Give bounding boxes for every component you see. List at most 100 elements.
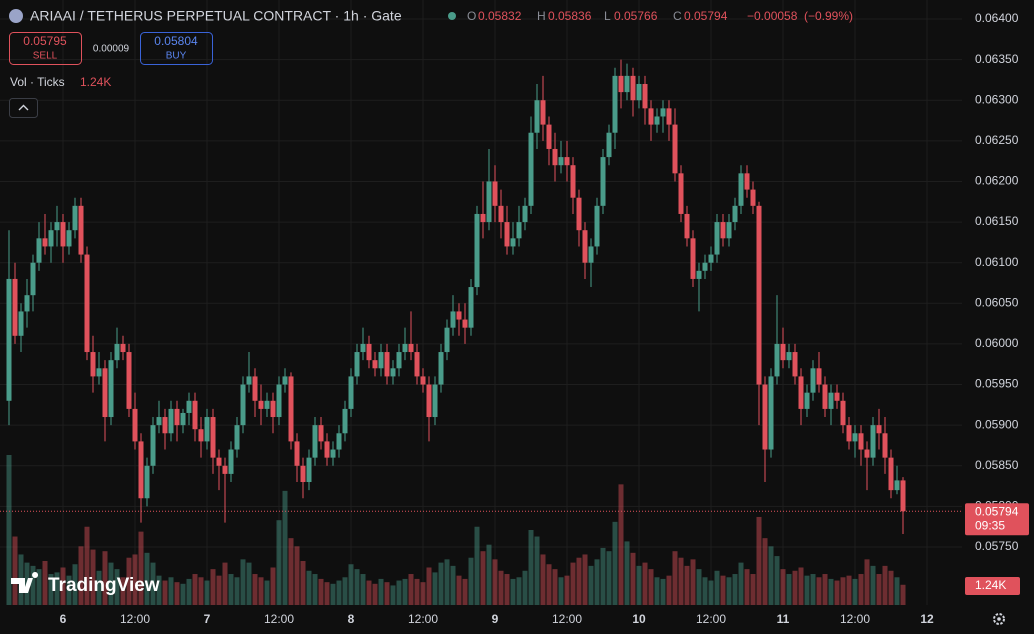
volume-bar <box>222 562 228 605</box>
candle-body <box>144 465 150 499</box>
candle-body <box>60 222 66 247</box>
y-tick-label: 0.06100 <box>975 255 1019 269</box>
volume-bar <box>282 490 288 605</box>
candle-body <box>768 376 774 450</box>
candle-body <box>822 384 828 409</box>
candle-body <box>384 352 390 377</box>
volume-bar <box>834 580 840 605</box>
candle-body <box>738 173 744 206</box>
legend-label: C <box>673 9 682 23</box>
x-tick-label: 12 <box>920 612 934 626</box>
candle-body <box>546 124 552 149</box>
candle-body <box>300 465 306 483</box>
header: ARIAAI / TETHERUS PERPETUAL CONTRACT · 1… <box>9 8 853 118</box>
y-tick-label: 0.06250 <box>975 133 1019 147</box>
volume-bar <box>510 578 516 605</box>
change: −0.00058 <box>747 9 798 23</box>
candle-body <box>660 108 666 117</box>
volume-bar <box>582 554 588 605</box>
x-tick-label: 7 <box>204 612 211 626</box>
volume-bar <box>486 544 492 605</box>
candle-body <box>792 352 798 377</box>
candle-body <box>174 408 180 426</box>
candle-body <box>570 165 576 198</box>
candle-body <box>480 213 486 223</box>
collapse-button[interactable] <box>9 98 38 118</box>
candle-body <box>606 132 612 158</box>
volume-bar <box>390 585 396 605</box>
candle-body <box>612 75 618 133</box>
legend-value: 0.05836 <box>548 9 592 23</box>
sell-button[interactable] <box>9 32 82 65</box>
volume-bar <box>12 536 18 605</box>
candle-body <box>12 278 18 336</box>
watermark: TradingView <box>11 572 160 596</box>
volume-bar <box>846 575 852 605</box>
volume-bar <box>444 559 450 605</box>
candle-body <box>852 433 858 442</box>
volume-bar <box>168 577 174 605</box>
volume-bar <box>294 546 300 605</box>
volume-bar <box>276 520 282 605</box>
volume-bar <box>702 577 708 605</box>
volume-bar <box>318 578 324 605</box>
x-tick-label: 9 <box>492 612 499 626</box>
volume-bar <box>102 551 108 605</box>
x-tick-label: 6 <box>60 612 67 626</box>
candle-body <box>540 100 546 125</box>
volume-bar <box>576 557 582 605</box>
candle-body <box>18 311 24 336</box>
x-tick-label: 12:00 <box>840 612 870 626</box>
candle-body <box>6 278 12 401</box>
candle-body <box>588 246 594 263</box>
volume-bar <box>78 546 84 605</box>
candle-body <box>30 262 36 296</box>
volume-bar <box>270 567 276 605</box>
volume-bar <box>420 582 426 605</box>
settings-icon[interactable] <box>993 613 1005 625</box>
volume-bar <box>870 565 876 605</box>
volume-bar <box>504 574 510 605</box>
candle-body <box>732 205 738 223</box>
buy-button[interactable] <box>140 32 213 65</box>
settings[interactable] <box>993 613 1005 625</box>
volume-bar <box>414 578 420 605</box>
y-tick-label: 0.06200 <box>975 174 1019 188</box>
volume-bar <box>438 562 444 605</box>
volume-bar <box>342 577 348 605</box>
volume-bar <box>690 559 696 605</box>
candle-body <box>408 343 414 353</box>
y-tick-label: 0.06400 <box>975 11 1019 25</box>
candle-body <box>672 124 678 174</box>
volume-bar <box>672 551 678 605</box>
volume-bar <box>66 575 72 605</box>
candle-body <box>648 108 654 125</box>
volume-bar <box>228 574 234 605</box>
candle-body <box>198 429 204 442</box>
volume-bar <box>720 575 726 605</box>
volume-value: 1.24K <box>80 75 111 89</box>
candle-body <box>492 181 498 206</box>
volume-bar <box>714 570 720 605</box>
volume-bar <box>474 526 480 605</box>
candle-body <box>816 368 822 385</box>
candle-body <box>654 116 660 125</box>
candle-body <box>258 400 264 409</box>
candle-body <box>372 360 378 369</box>
candle-body <box>396 352 402 369</box>
x-tick-label: 12:00 <box>696 612 726 626</box>
volume-bar <box>498 570 504 605</box>
candle-body <box>462 319 468 328</box>
volume-bar <box>252 574 258 605</box>
volume-bar <box>708 580 714 605</box>
volume-bar <box>564 575 570 605</box>
candle-body <box>564 157 570 166</box>
candle-body <box>516 222 522 239</box>
candle-body <box>714 222 720 255</box>
volume-bar <box>546 564 552 605</box>
x-tick-label: 11 <box>777 612 790 626</box>
candle-body <box>90 352 96 377</box>
candle-body <box>426 384 432 418</box>
candle-body <box>246 376 252 385</box>
